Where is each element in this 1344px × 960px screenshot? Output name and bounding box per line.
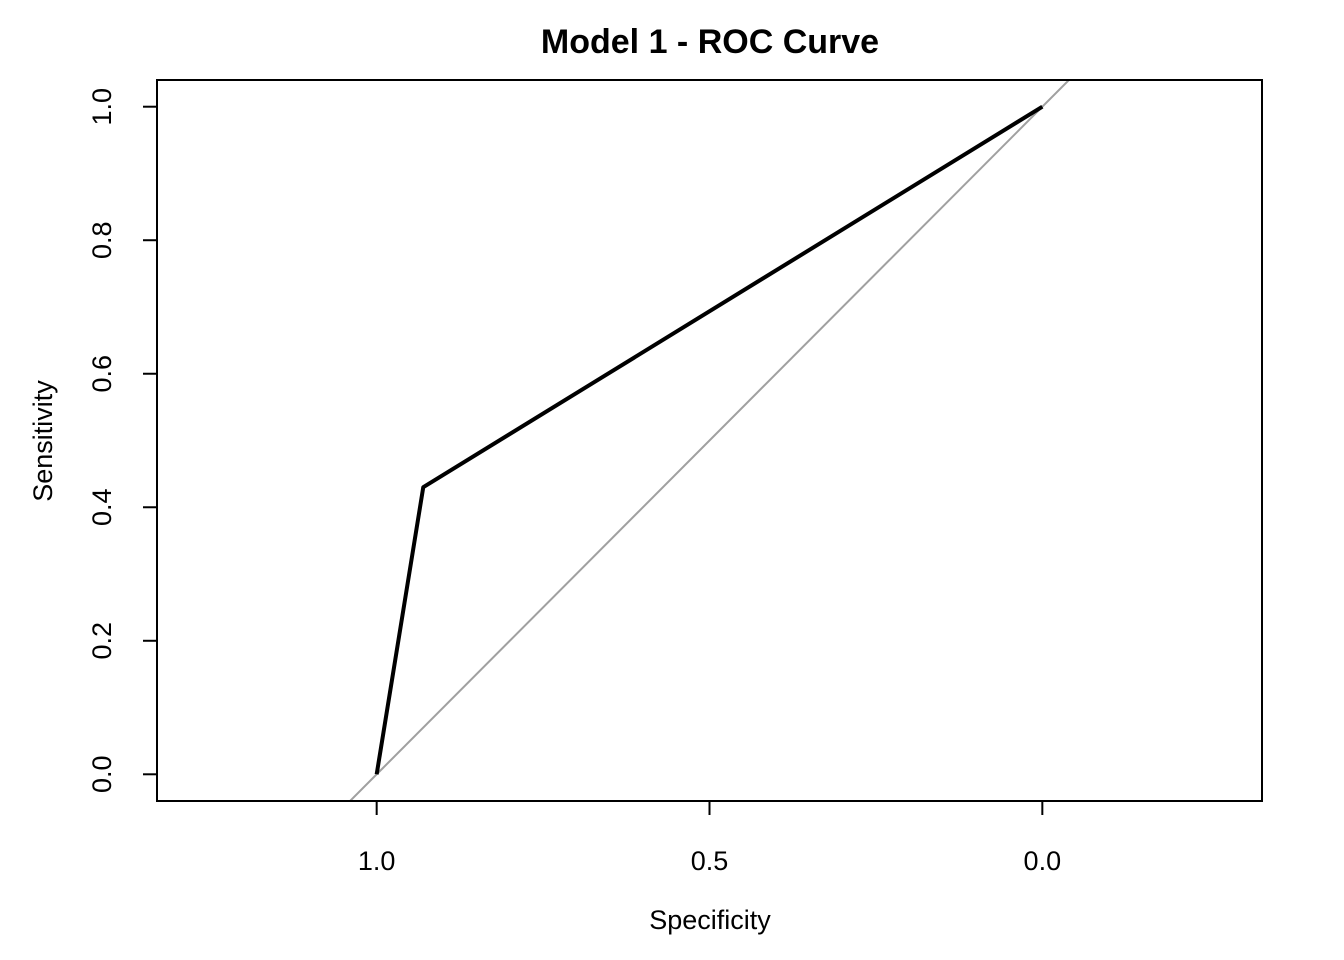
y-tick-label: 0.0 — [87, 756, 117, 794]
y-tick-label: 0.2 — [87, 622, 117, 660]
y-tick-label: 1.0 — [87, 88, 117, 126]
x-axis: 1.0 0.5 0.0 — [358, 800, 1062, 876]
y-axis: 0.0 0.2 0.4 0.6 0.8 1.0 — [87, 88, 158, 794]
x-axis-label: Specificity — [649, 905, 771, 935]
reference-diagonal-line — [348, 80, 1071, 801]
chart-title: Model 1 - ROC Curve — [541, 23, 879, 61]
y-tick-label: 0.6 — [87, 355, 117, 393]
x-tick-label: 1.0 — [358, 846, 396, 876]
x-tick-label: 0.0 — [1024, 846, 1062, 876]
x-tick-label: 0.5 — [691, 846, 729, 876]
plot-area — [348, 80, 1071, 801]
y-tick-label: 0.8 — [87, 221, 117, 259]
y-axis-label: Sensitivity — [28, 380, 58, 502]
roc-curve-line — [374, 104, 1044, 775]
y-tick-label: 0.4 — [87, 488, 117, 526]
